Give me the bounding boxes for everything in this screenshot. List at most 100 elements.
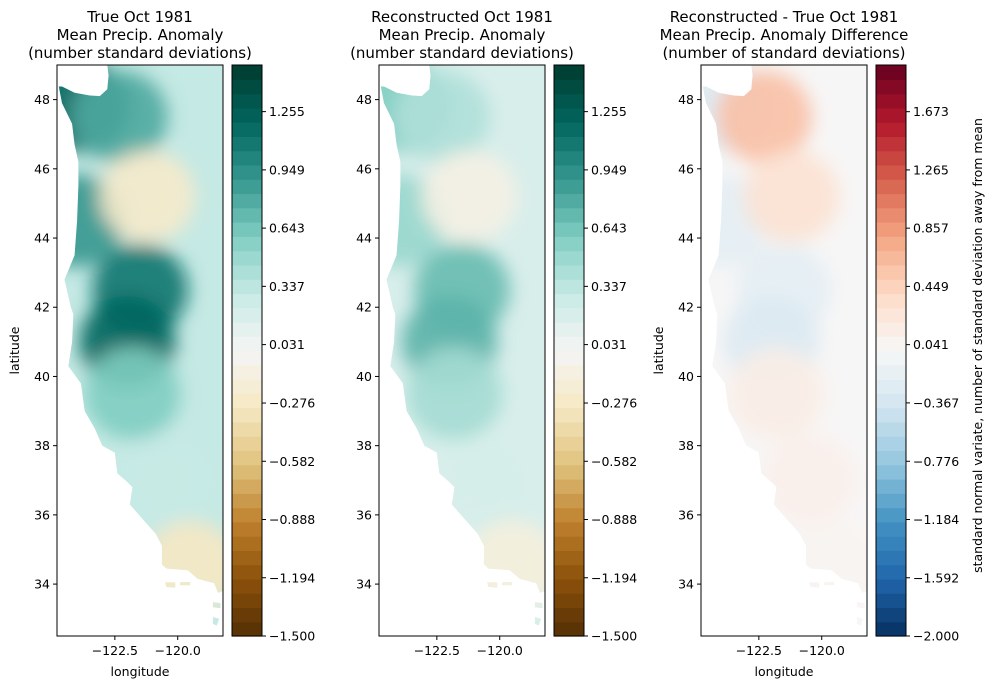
colorbar-band [232,179,262,195]
colorbar-band [232,236,262,252]
y-tick-label: 38 [34,438,50,453]
colorbar-band [554,578,584,594]
colorbar-band [232,550,262,566]
colorbar-band [554,193,584,209]
region-anomaly [728,347,825,440]
colorbar-band [876,578,906,594]
colorbar-band [232,136,262,152]
y-tick-label: 34 [34,577,50,592]
panel-title-line: Mean Precip. Anomaly [57,26,224,44]
region-anomaly [743,150,840,243]
colorbar-band [232,193,262,209]
colorbar-band [232,79,262,95]
region-anomaly [71,70,168,163]
y-tick-label: 46 [356,161,372,176]
colorbar-tick-label: −0.776 [913,454,959,469]
colorbar-band [232,536,262,551]
colorbar-band [554,307,584,323]
colorbar-band [554,607,584,623]
region-anomaly [393,70,490,163]
panel-title-line: Reconstructed Oct 1981 [371,8,553,26]
colorbar-tick-label: −0.582 [591,454,637,469]
y-tick-label: 40 [34,369,50,384]
colorbar-tick-label: 0.031 [269,337,305,352]
y-tick-label: 48 [34,92,50,107]
colorbar-band [232,65,262,80]
y-tick-label: 36 [678,507,694,522]
colorbar-band [554,336,584,352]
colorbar-band [876,207,906,223]
colorbar-band [554,279,584,295]
region-anomaly [439,434,536,527]
colorbar-band [876,321,906,337]
colorbar-band [554,236,584,252]
colorbar-tick-label: 1.673 [913,104,949,119]
region-anomaly [84,347,181,440]
colorbar-tick-label: 0.949 [591,162,627,177]
y-tick-label: 48 [356,92,372,107]
colorbar-band [876,450,906,466]
colorbar-band [876,179,906,195]
colorbar-band [876,607,906,623]
colorbar-band [232,307,262,323]
colorbar-band [876,564,906,580]
colorbar-band [554,207,584,223]
colorbar-band [876,107,906,123]
colorbar-band [232,93,262,109]
axes-frame [378,64,546,637]
colorbar-band [876,478,906,494]
colorbar-band [232,364,262,380]
panel-title-line: (number of standard deviations) [662,44,905,62]
colorbar-band [554,536,584,551]
colorbar-band [876,421,906,437]
region-anomaly [406,347,503,440]
colorbar-band [554,493,584,509]
colorbar-band [876,150,906,166]
y-tick-label: 42 [34,300,50,315]
colorbar-band [876,222,906,237]
colorbar-band [876,379,906,394]
y-tick-label: 42 [356,300,372,315]
colorbar-band [232,222,262,237]
colorbar-band [876,621,906,637]
region-anomaly [786,520,883,613]
colorbar-band [554,621,584,637]
colorbar-label: standard normal variate, number of stand… [970,118,985,573]
axes-frame [56,64,224,637]
region-anomaly [761,434,858,527]
colorbar-tick-label: 0.041 [913,337,949,352]
colorbar-band [232,379,262,394]
panel-title-line: True Oct 1981 [86,8,193,26]
x-tick-label: −120.0 [477,643,523,658]
colorbar-tick-label: −0.276 [591,396,637,411]
land-field [58,65,239,626]
colorbar-tick-label: −1.500 [591,629,637,644]
colorbar-band [232,393,262,409]
colorbar-band [554,564,584,580]
panel-title-line: (number standard deviations) [350,44,574,62]
colorbar-band [554,450,584,466]
colorbar-band [554,321,584,337]
colorbar-band [554,393,584,409]
colorbar-band [232,321,262,337]
colorbar-tick-label: −1.184 [913,512,959,527]
axes-frame [700,64,868,637]
colorbar-band [232,164,262,180]
colorbar-band [876,293,906,309]
region-anomaly [421,150,518,243]
colorbar-tick-label: −1.500 [269,629,315,644]
colorbar-tick-label: −1.194 [269,570,315,585]
colorbar-band [232,450,262,466]
colorbar-tick-label: −0.582 [269,454,315,469]
colorbar-band [554,107,584,123]
y-tick-label: 36 [34,507,50,522]
colorbar: −1.500 −1.194 −0.888 −0.582 −0.276 0.031 0.337… [231,64,315,644]
y-axis-label: latitude [651,326,666,374]
y-tick-label: 38 [356,438,372,453]
colorbar-band [554,179,584,195]
colorbar-band [554,478,584,494]
y-tick-label: 40 [678,369,694,384]
colorbar-band [876,521,906,537]
colorbar-band [554,421,584,437]
